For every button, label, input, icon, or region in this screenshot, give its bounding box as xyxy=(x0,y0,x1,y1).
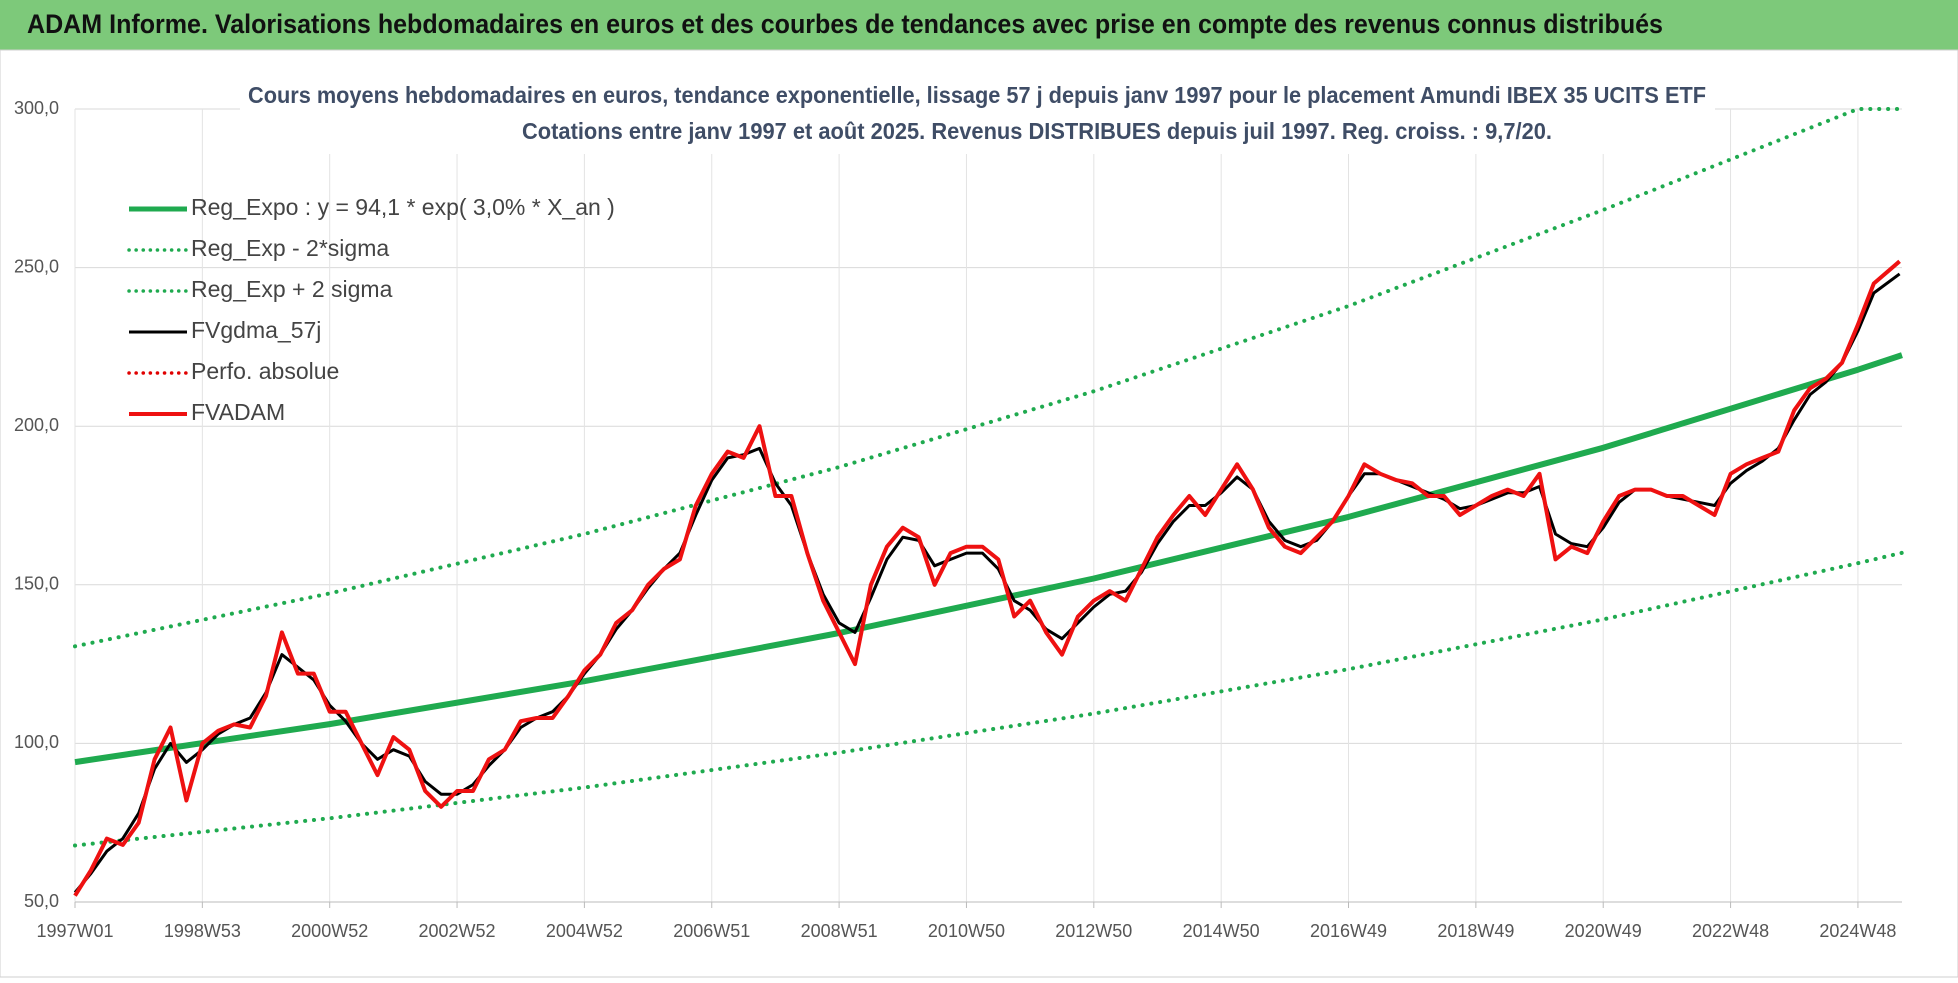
x-tick-label: 2024W48 xyxy=(1819,921,1896,941)
chart-frame xyxy=(0,49,1958,978)
legend-label: Reg_Exp - 2*sigma xyxy=(191,235,389,261)
header-bar xyxy=(0,0,1958,50)
legend-label: FVgdma_57j xyxy=(191,317,321,343)
x-tick-label: 2000W52 xyxy=(291,921,368,941)
x-tick-label: 2014W50 xyxy=(1183,921,1260,941)
x-tick-label: 2016W49 xyxy=(1310,921,1387,941)
legend-label: Perfo. absolue xyxy=(191,358,339,384)
chart-subtitle: Cotations entre janv 1997 et août 2025. … xyxy=(522,118,1552,144)
y-tick-label: 150,0 xyxy=(14,574,59,594)
x-tick-label: 1997W01 xyxy=(36,921,113,941)
x-tick-label: 2020W49 xyxy=(1565,921,1642,941)
series-line xyxy=(73,272,1901,894)
chart-title: Cours moyens hebdomadaires en euros, ten… xyxy=(248,82,1706,108)
series-line xyxy=(73,107,1904,649)
series-line xyxy=(73,550,1904,848)
series-line xyxy=(74,352,1903,766)
x-tick-label: 2006W51 xyxy=(673,921,750,941)
legend-label: Reg_Expo : y = 94,1 * exp( 3,0% * X_an ) xyxy=(191,194,615,220)
x-tick-label: 2018W49 xyxy=(1437,921,1514,941)
title-background xyxy=(240,78,1715,154)
x-tick-label: 2022W48 xyxy=(1692,921,1769,941)
x-tick-label: 2012W50 xyxy=(1055,921,1132,941)
y-tick-label: 300,0 xyxy=(14,98,59,118)
x-tick-label: 2002W52 xyxy=(419,921,496,941)
header-title: ADAM Informe. Valorisations hebdomadaire… xyxy=(27,9,1663,39)
y-tick-label: 100,0 xyxy=(14,732,59,752)
legend-label: Reg_Exp + 2 sigma xyxy=(191,276,393,302)
legend-label: FVADAM xyxy=(191,399,285,425)
x-tick-label: 2004W52 xyxy=(546,921,623,941)
x-tick-label: 1998W53 xyxy=(164,921,241,941)
y-tick-label: 250,0 xyxy=(14,256,59,276)
y-tick-label: 200,0 xyxy=(14,415,59,435)
x-tick-label: 2010W50 xyxy=(928,921,1005,941)
x-tick-label: 2008W51 xyxy=(801,921,878,941)
series-line xyxy=(73,259,1901,897)
plot-area: 50,0 100,0 150,0 200,0 250,0 300,0 1997W01 1998… xyxy=(14,98,1904,941)
y-tick-label: 50,0 xyxy=(24,891,59,911)
